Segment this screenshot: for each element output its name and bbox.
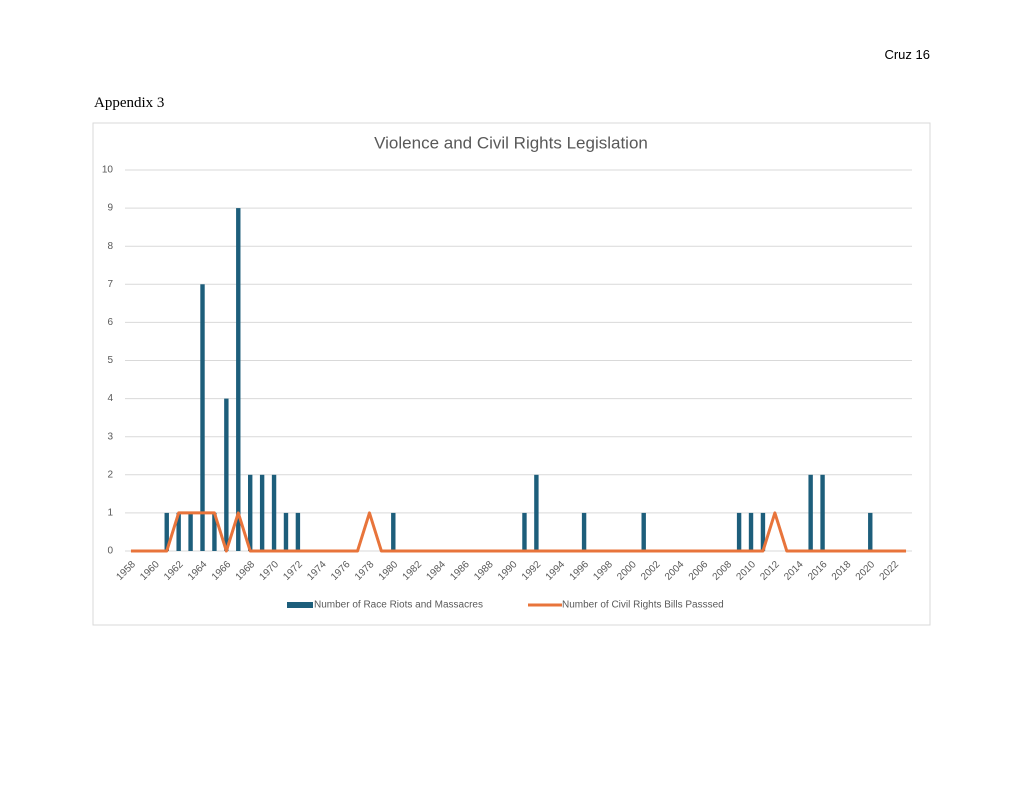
- bar: [200, 284, 205, 551]
- legend-label: Number of Race Riots and Massacres: [314, 600, 483, 611]
- bar: [581, 512, 587, 551]
- bar: [820, 474, 825, 551]
- bar: [522, 512, 527, 551]
- bar: [164, 512, 169, 551]
- y-tick-label: 5: [107, 355, 113, 366]
- y-tick-label: 4: [107, 393, 113, 404]
- y-tick-label: 10: [102, 165, 114, 176]
- bar: [236, 208, 241, 551]
- legend-swatch: [287, 602, 313, 608]
- bar: [641, 512, 646, 551]
- bar: [808, 474, 813, 551]
- page-number: Cruz 16: [884, 47, 930, 62]
- line: [130, 511, 907, 553]
- y-tick-label: 0: [107, 546, 113, 557]
- y-tick-label: 3: [107, 431, 113, 442]
- bar: [188, 512, 193, 551]
- y-tick-label: 1: [107, 508, 113, 519]
- bar: [760, 512, 766, 551]
- bar: [868, 512, 873, 551]
- bar: [534, 474, 539, 551]
- bar: [736, 512, 742, 551]
- bar: [271, 474, 277, 551]
- chart-title: Violence and Civil Rights Legislation: [374, 133, 648, 152]
- y-tick-label: 7: [107, 279, 113, 290]
- bar: [748, 512, 754, 551]
- bar: [259, 474, 265, 551]
- bar: [283, 512, 289, 551]
- bar: [248, 474, 253, 551]
- bar: [212, 512, 217, 551]
- bar: [224, 398, 229, 551]
- bar: [176, 512, 181, 551]
- y-tick-label: 9: [107, 203, 113, 214]
- y-tick-label: 6: [107, 317, 113, 328]
- y-tick-label: 8: [107, 241, 113, 252]
- bar: [391, 512, 396, 551]
- chart-frame: [92, 122, 931, 626]
- heading: Appendix 3: [94, 95, 165, 111]
- bar: [295, 512, 301, 551]
- y-tick-label: 2: [107, 469, 113, 480]
- legend-label: Number of Civil Rights Bills Passsed: [562, 600, 724, 611]
